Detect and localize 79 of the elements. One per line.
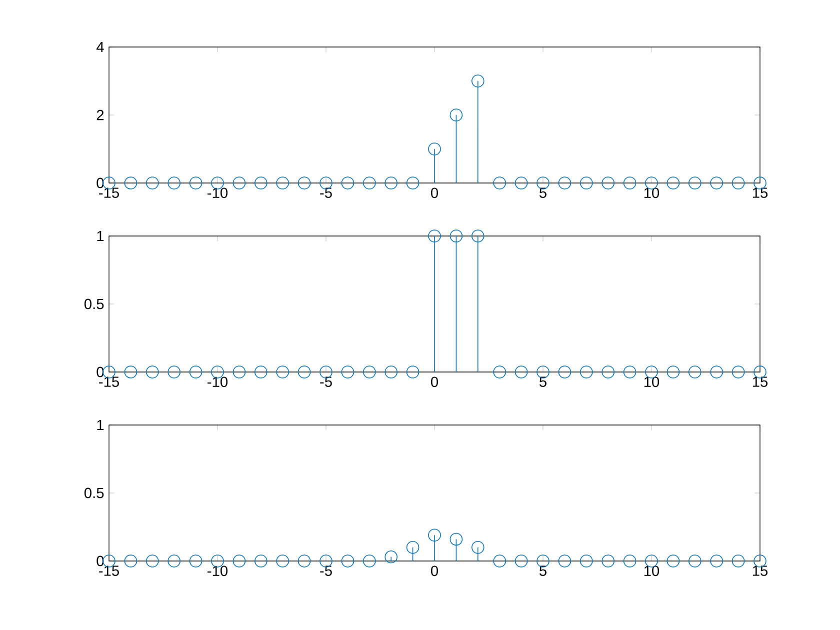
point <box>623 176 636 190</box>
point <box>168 554 180 568</box>
y-tick-label: 4 <box>96 42 104 52</box>
x-tick-label: -5 <box>320 566 332 576</box>
y-tick-label: 0.5 <box>84 298 104 310</box>
x-tick-label: 0 <box>430 376 438 388</box>
point <box>623 554 636 568</box>
y-tick-label: 1 <box>97 230 104 242</box>
x-tick-label: 10 <box>644 376 660 388</box>
x-tick-label: -10 <box>208 376 228 388</box>
point <box>254 554 268 568</box>
point <box>363 176 376 190</box>
point <box>688 554 702 568</box>
point <box>514 554 528 568</box>
x-tick-label: 0 <box>430 566 438 576</box>
point <box>580 554 593 568</box>
point <box>580 176 593 190</box>
point <box>363 554 376 568</box>
x-tick-label: -5 <box>320 188 332 198</box>
point <box>124 176 138 190</box>
point <box>298 176 311 190</box>
point <box>688 176 702 190</box>
x-tick-label: -15 <box>99 376 119 387</box>
point <box>341 554 354 568</box>
point <box>472 74 484 88</box>
point <box>298 554 311 568</box>
point <box>276 554 290 568</box>
x-tick-label: -15 <box>99 188 119 198</box>
point <box>732 176 745 190</box>
x-tick-label: 10 <box>644 566 660 576</box>
point <box>493 176 506 190</box>
point <box>232 554 246 568</box>
point <box>384 550 398 564</box>
point <box>450 108 463 122</box>
x-tick-label: -15 <box>99 566 119 576</box>
point <box>124 554 138 568</box>
point <box>710 176 723 190</box>
point <box>536 176 550 190</box>
point <box>558 554 572 568</box>
point <box>384 176 398 190</box>
y-tick-label: 2 <box>96 110 104 120</box>
point <box>602 176 614 190</box>
x-tick-label: -5 <box>320 376 332 387</box>
point <box>472 540 484 554</box>
x-tick-label: 15 <box>752 188 768 198</box>
point <box>189 554 202 568</box>
x-tick-label: 5 <box>540 376 546 387</box>
point <box>558 176 572 190</box>
point <box>602 554 614 568</box>
y-tick-label: 1 <box>97 420 104 430</box>
point <box>428 142 441 156</box>
x-tick-label: 0 <box>430 188 438 198</box>
x-tick-label: 10 <box>644 188 660 198</box>
x-tick-label: 15 <box>752 376 768 387</box>
point <box>428 528 441 542</box>
point <box>276 176 289 190</box>
x-tick-label: -10 <box>208 188 228 198</box>
x-tick-label: 15 <box>752 566 768 576</box>
point <box>189 176 202 190</box>
point <box>536 554 550 568</box>
point <box>341 176 354 190</box>
point <box>514 176 528 190</box>
y-tick-label: 0.5 <box>84 488 104 498</box>
point <box>666 176 680 190</box>
x-tick-label: -10 <box>208 566 228 576</box>
point <box>406 176 420 190</box>
point <box>666 554 680 568</box>
point <box>146 554 159 568</box>
point <box>146 176 159 190</box>
point <box>406 540 420 554</box>
point <box>168 176 180 190</box>
point <box>254 176 268 190</box>
point <box>232 176 246 190</box>
point <box>710 554 723 568</box>
x-tick-label: 5 <box>540 566 546 576</box>
point <box>493 554 506 568</box>
x-tick-label: 5 <box>540 188 546 198</box>
point <box>450 532 463 546</box>
point <box>732 554 745 568</box>
